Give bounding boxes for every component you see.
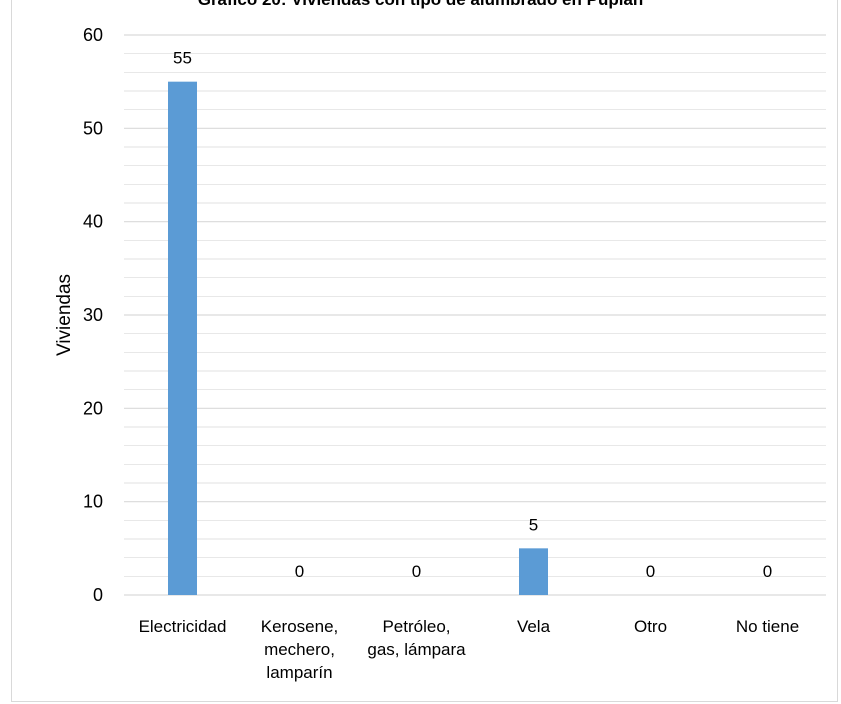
data-labels: 55 0 0 5 0 0 [173,49,772,581]
y-tick-label: 50 [83,118,103,138]
data-label: 0 [295,562,304,581]
data-label: 55 [173,49,192,68]
x-axis: Electricidad Kerosene, mechero, lamparín Pet… [139,617,800,682]
y-tick-label: 30 [83,305,103,325]
chart-frame [11,0,838,702]
y-tick-label: 20 [83,398,103,418]
data-label: 0 [412,562,421,581]
bars [168,81,548,595]
data-label: 0 [646,562,655,581]
x-tick-label: Electricidad [139,617,227,636]
bar [168,81,197,595]
data-label: 5 [529,515,538,534]
x-tick-label: No tiene [736,617,799,636]
y-tick-label: 60 [83,25,103,45]
data-label: 0 [763,562,772,581]
x-tick-label: Vela [517,617,551,636]
chart-title: Gráfico 20: Viviendas con tipo de alumbr… [0,0,841,10]
y-axis-label: Viviendas [54,274,75,356]
y-tick-label: 40 [83,212,103,232]
y-tick-label: 10 [83,492,103,512]
y-axis: 0 10 20 30 40 50 60 [83,25,103,605]
grid-lines [124,34,826,596]
x-tick-label: Petróleo, gas, lámpara [367,617,466,659]
y-tick-label: 0 [93,585,103,605]
bar [519,548,548,595]
x-tick-label: Otro [634,617,667,636]
x-tick-label: Kerosene, mechero, lamparín [261,617,339,682]
